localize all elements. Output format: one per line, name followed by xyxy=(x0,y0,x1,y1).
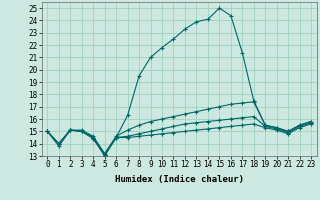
X-axis label: Humidex (Indice chaleur): Humidex (Indice chaleur) xyxy=(115,175,244,184)
